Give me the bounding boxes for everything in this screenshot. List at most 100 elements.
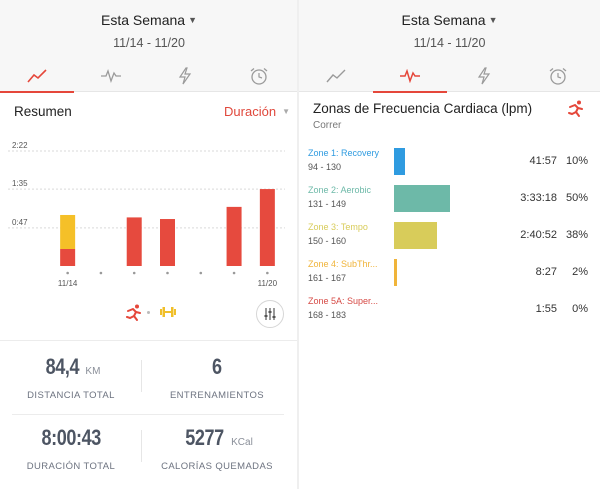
week-selector[interactable]: Esta Semana ▼: [299, 12, 600, 28]
tab-trend[interactable]: [0, 59, 74, 93]
x-tick-dot: [266, 271, 269, 275]
zone-bar: [394, 185, 450, 212]
zone-time: 1:55: [535, 303, 557, 315]
panel-divider: [297, 0, 300, 489]
heartbeat-icon: [400, 68, 420, 83]
stats-divider: [0, 340, 297, 341]
alarm-clock-icon: [250, 67, 268, 85]
summary-panel: Esta Semana ▼ 11/14 - 11/20 Resumen Durac…: [0, 0, 298, 489]
zone-range: 161 - 167: [308, 273, 347, 283]
running-icon[interactable]: [566, 100, 586, 118]
tab-bar: [0, 59, 298, 93]
trend-line-icon: [326, 69, 346, 82]
tab-energy[interactable]: [148, 59, 222, 92]
x-tick-dot: [166, 271, 169, 275]
stat-distance: 84,4 KM DISTANCIA TOTAL: [0, 354, 142, 401]
zone-row: Zone 5A: Super... 168 - 183 1:55 0%: [299, 296, 600, 330]
stat-duration: 8:00:43 DURACIÓN TOTAL: [0, 425, 142, 472]
zone-range: 94 - 130: [308, 162, 342, 172]
tab-heartrate[interactable]: [373, 59, 447, 93]
stat-label: DISTANCIA TOTAL: [27, 390, 115, 401]
heartbeat-icon: [101, 68, 121, 83]
summary-title: Resumen: [14, 104, 72, 119]
dumbbell-filter-icon[interactable]: [159, 306, 177, 318]
week-label[interactable]: Esta Semana: [101, 12, 186, 28]
x-tick-dot: [199, 271, 203, 275]
chart-bar: [60, 248, 76, 266]
tab-time[interactable]: [521, 59, 595, 92]
zone-name: Zone 5A: Super...: [308, 296, 379, 306]
tab-energy[interactable]: [447, 59, 521, 92]
week-selector[interactable]: Esta Semana ▼: [0, 12, 298, 28]
chevron-down-icon[interactable]: ▼: [488, 15, 498, 25]
x-tick-label: 11/14: [58, 279, 78, 288]
separator-dot: [147, 311, 150, 314]
stat-unit: KCal: [231, 437, 253, 448]
metric-selector-label[interactable]: Duración: [224, 104, 277, 119]
zone-name: Zone 1: Recovery: [308, 148, 380, 158]
zone-time: 2:40:52: [520, 229, 557, 241]
zone-percent: 0%: [572, 303, 588, 315]
lightning-icon: [477, 66, 491, 84]
running-filter-icon[interactable]: [124, 304, 144, 322]
zone-range: 131 - 149: [308, 199, 347, 209]
x-tick-label: 11/20: [258, 279, 278, 288]
zone-percent: 10%: [565, 155, 588, 167]
activity-type: Correr: [313, 120, 342, 131]
tab-time[interactable]: [222, 59, 296, 92]
stat-value: 5277: [185, 425, 224, 450]
chart-settings-button[interactable]: [256, 300, 284, 328]
zone-range: 168 - 183: [308, 310, 347, 320]
chart-bar: [126, 217, 142, 266]
chevron-down-icon[interactable]: ▼: [282, 107, 290, 116]
trend-line-icon: [27, 68, 47, 83]
zone-bar: [394, 222, 437, 249]
stats-divider: [141, 430, 142, 462]
zone-range: 150 - 160: [308, 236, 347, 246]
zone-name: Zone 3: Tempo: [308, 222, 368, 232]
stat-label: CALORÍAS QUEMADAS: [161, 461, 273, 472]
zone-bar: [394, 259, 397, 286]
stat-label: DURACIÓN TOTAL: [26, 461, 116, 472]
duration-bar-chart: 2:22 1:35 0:47 11/14 11/20: [8, 141, 285, 288]
zone-row: Zone 1: Recovery 94 - 130 41:57 10%: [299, 148, 600, 182]
zone-percent: 38%: [565, 229, 588, 241]
hr-zones-title: Zonas de Frecuencia Cardiaca (lpm): [313, 101, 533, 116]
chevron-down-icon[interactable]: ▼: [188, 15, 197, 25]
stats-divider: [12, 414, 284, 415]
x-tick-dot: [132, 271, 136, 275]
week-label[interactable]: Esta Semana: [401, 12, 486, 28]
chart-bar: [160, 219, 175, 266]
date-range: 11/14 - 11/20: [413, 36, 486, 50]
zone-bar: [394, 148, 405, 175]
zone-percent: 2%: [572, 266, 588, 278]
stat-value: 8:00:43: [41, 425, 101, 450]
date-range: 11/14 - 11/20: [113, 36, 185, 50]
chart-bar: [226, 206, 242, 266]
chart-bar: [259, 189, 275, 266]
stat-workouts: 6 ENTRENAMIENTOS: [146, 354, 288, 401]
stat-unit: KM: [85, 366, 101, 377]
chart-bar: [60, 214, 76, 249]
zone-time: 3:33:18: [520, 192, 557, 204]
zone-time: 41:57: [529, 155, 557, 167]
zone-percent: 50%: [565, 192, 588, 204]
zone-row: Zone 2: Aerobic 131 - 149 3:33:18 50%: [299, 185, 600, 219]
zone-time: 8:27: [535, 266, 557, 278]
lightning-icon: [178, 66, 192, 84]
zone-row: Zone 4: SubThr... 161 - 167 8:27 2%: [299, 259, 600, 293]
tab-trend[interactable]: [299, 59, 373, 92]
sliders-icon: [264, 308, 276, 320]
x-tick-dot: [232, 271, 236, 275]
zone-row: Zone 3: Tempo 150 - 160 2:40:52 38%: [299, 222, 600, 256]
stats-divider: [141, 360, 142, 392]
stat-value: 84,4: [45, 354, 79, 379]
x-tick-dot: [66, 271, 69, 275]
tab-heartrate[interactable]: [74, 59, 148, 92]
alarm-clock-icon: [549, 67, 567, 85]
y-tick-label: 2:22: [12, 141, 28, 150]
metric-selector[interactable]: Duración ▼: [224, 104, 290, 119]
stat-label: ENTRENAMIENTOS: [169, 390, 265, 401]
y-tick-label: 1:35: [12, 179, 28, 188]
zone-name: Zone 4: SubThr...: [308, 259, 378, 269]
